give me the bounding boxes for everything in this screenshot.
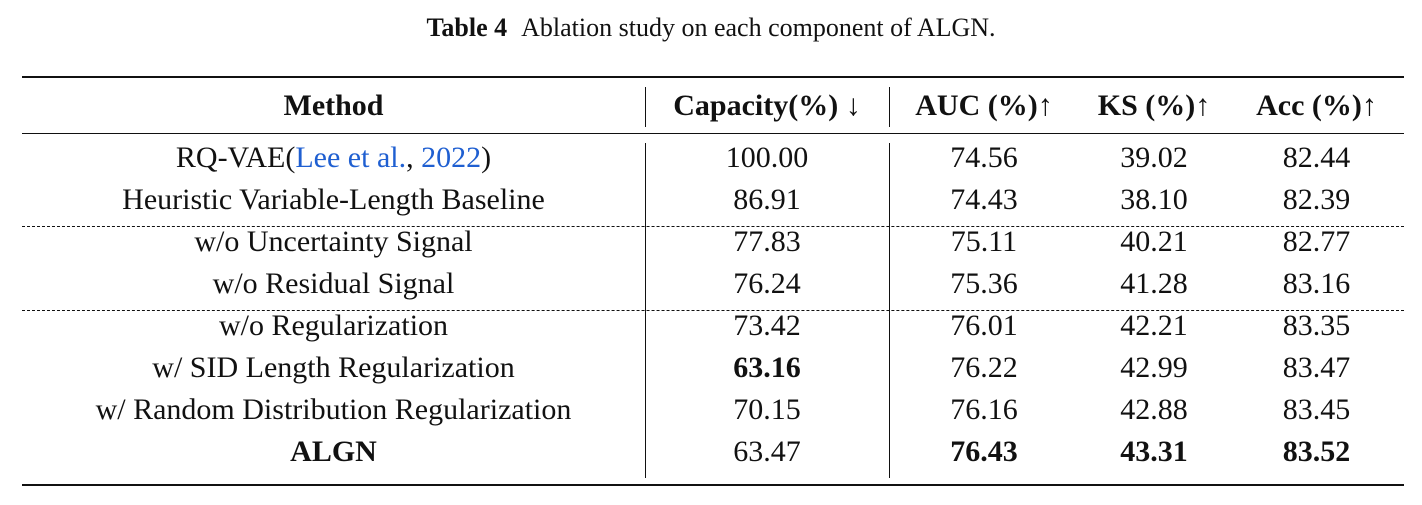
table-row: w/o Residual Signal 76.24 75.36 41.28 83… (22, 263, 1404, 305)
dashed-divider-1 (22, 226, 1404, 227)
table-row: w/o Regularization 73.42 76.01 42.21 83.… (22, 305, 1404, 347)
table-row: RQ-VAE(Lee et al., 2022) 100.00 74.56 39… (22, 133, 1404, 179)
auc-cell: 76.43 (950, 435, 1018, 468)
acc-cell: 82.77 (1282, 225, 1351, 258)
capacity-cell: 63.47 (733, 435, 801, 468)
capacity-cell: 77.83 (733, 225, 801, 258)
acc-cell: 83.35 (1282, 309, 1351, 342)
method-cell: w/o Regularization (218, 309, 449, 342)
ks-cell: 41.28 (1120, 267, 1188, 300)
acc-cell: 83.16 (1282, 267, 1351, 300)
capacity-cell: 70.15 (733, 393, 801, 426)
method-cell: ALGN (290, 435, 377, 468)
auc-cell: 76.01 (950, 309, 1018, 342)
ks-cell: 40.21 (1120, 225, 1188, 258)
col-capacity: Capacity(%) ↓ (673, 88, 861, 122)
caption-text: Ablation study on each component of ALGN… (521, 13, 996, 42)
header-separator-2 (889, 87, 890, 127)
citation-year-link[interactable]: 2022 (421, 141, 482, 174)
table-row: ALGN 63.47 76.43 43.31 83.52 (22, 431, 1404, 473)
col-method: Method (283, 88, 384, 122)
capacity-cell: 73.42 (733, 309, 801, 342)
bottom-rule (22, 484, 1404, 486)
table-row: w/o Uncertainty Signal 77.83 75.11 40.21… (22, 221, 1404, 263)
acc-cell: 82.44 (1282, 141, 1351, 174)
auc-cell: 74.43 (950, 183, 1018, 216)
capacity-cell: 100.00 (725, 141, 809, 174)
method-cell: w/ SID Length Regularization (152, 351, 515, 384)
body-separator-2 (889, 143, 890, 478)
ks-cell: 39.02 (1120, 141, 1188, 174)
header-separator-1 (645, 87, 646, 127)
ks-cell: 42.99 (1120, 351, 1188, 384)
auc-cell: 76.16 (950, 393, 1018, 426)
capacity-cell: 63.16 (733, 351, 801, 384)
method-cell: w/o Uncertainty Signal (194, 225, 473, 258)
col-ks: KS (%)↑ (1097, 88, 1211, 122)
ks-cell: 42.88 (1120, 393, 1188, 426)
header-rule (22, 133, 1404, 134)
ks-cell: 42.21 (1120, 309, 1188, 342)
acc-cell: 82.39 (1282, 183, 1351, 216)
capacity-cell: 76.24 (733, 267, 801, 300)
ablation-table: Method Capacity(%) ↓ AUC (%)↑ KS (%)↑ Ac… (22, 78, 1404, 473)
header-row: Method Capacity(%) ↓ AUC (%)↑ KS (%)↑ Ac… (22, 78, 1404, 133)
auc-cell: 76.22 (950, 351, 1018, 384)
table-caption: Table 4 Ablation study on each component … (0, 10, 1422, 46)
auc-cell: 75.11 (950, 225, 1018, 258)
citation-author-link[interactable]: Lee et al. (295, 141, 407, 174)
col-acc: Acc (%)↑ (1256, 88, 1377, 122)
auc-cell: 75.36 (950, 267, 1018, 300)
top-rule (22, 76, 1404, 78)
table-row: Heuristic Variable-Length Baseline 86.91… (22, 179, 1404, 221)
dashed-divider-2 (22, 310, 1404, 311)
acc-cell: 83.52 (1282, 435, 1351, 468)
method-cell: RQ-VAE(Lee et al., 2022) (175, 141, 492, 174)
ks-cell: 43.31 (1120, 435, 1188, 468)
method-cell: w/ Random Distribution Regularization (95, 393, 572, 426)
body-separator-1 (645, 143, 646, 478)
method-cell: w/o Residual Signal (212, 267, 455, 300)
ks-cell: 38.10 (1120, 183, 1188, 216)
acc-cell: 83.45 (1282, 393, 1351, 426)
method-cell: Heuristic Variable-Length Baseline (122, 183, 545, 216)
table-row: w/ Random Distribution Regularization 70… (22, 389, 1404, 431)
caption-label: Table 4 (426, 13, 508, 42)
capacity-cell: 86.91 (733, 183, 801, 216)
auc-cell: 74.56 (950, 141, 1018, 174)
acc-cell: 83.47 (1282, 351, 1351, 384)
col-auc: AUC (%)↑ (915, 88, 1053, 122)
table-row: w/ SID Length Regularization 63.16 76.22… (22, 347, 1404, 389)
